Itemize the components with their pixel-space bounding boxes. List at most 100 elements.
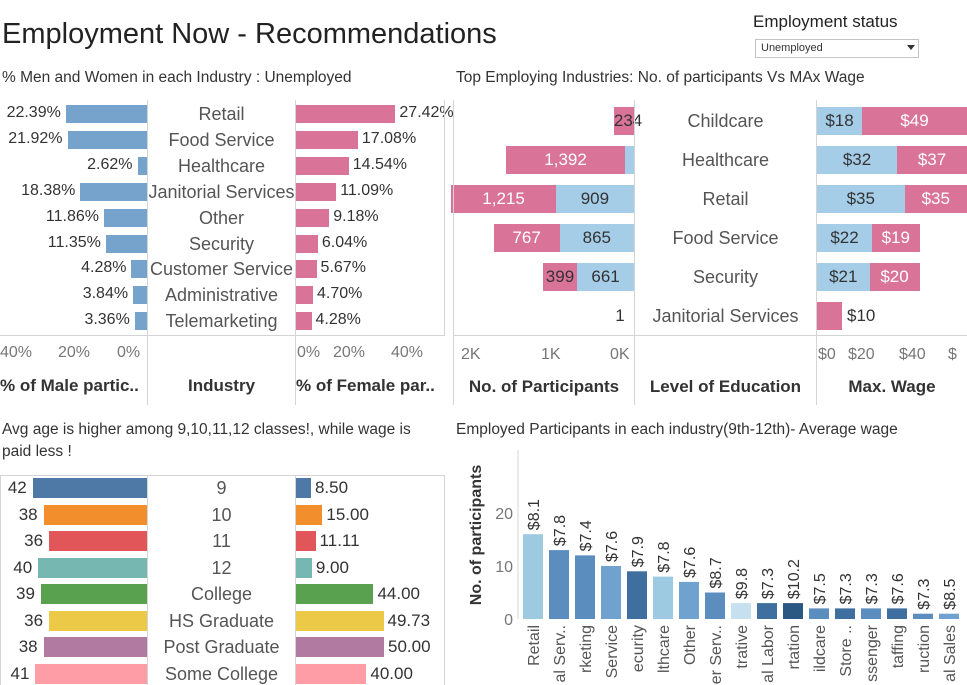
education-label: Healthcare [681, 150, 770, 170]
male-axis-tick: 0% [117, 344, 141, 361]
participants-column [861, 608, 881, 619]
industry-category-label: Retail [526, 625, 543, 666]
male-bar [80, 182, 147, 201]
participants-column [731, 603, 751, 619]
wage-bar-dark [872, 224, 920, 252]
wage-bar [296, 557, 312, 578]
wage-value-label: $7.8 [656, 541, 673, 572]
participants-value-label: 1,392 [544, 150, 587, 169]
wage-value-label: $7.3 [864, 573, 881, 604]
female-value-label: 27.42% [399, 104, 454, 121]
participants-value-label: 909 [580, 189, 610, 208]
industry-category-label: ssenger [864, 624, 881, 682]
male-bar [131, 260, 147, 279]
wage-value-label: $7.3 [838, 573, 855, 604]
wage-value-label: 8.50 [314, 478, 349, 497]
wage-bar-light [817, 224, 872, 252]
education-label: HS Graduate [168, 610, 275, 631]
wage-value-label: $20 [880, 267, 909, 286]
male-value-label: 22.39% [6, 104, 61, 121]
wage-value-label: $35 [846, 189, 875, 208]
age-bar [38, 557, 147, 578]
age-value-label: 36 [24, 610, 44, 630]
industry-label: Customer Service [149, 259, 294, 280]
wage-bar-light [817, 263, 870, 291]
participants-axis-tick: 1K [541, 346, 561, 363]
age-value-label: 36 [24, 531, 44, 550]
wage-bar-light [817, 185, 905, 213]
wage-bar-light [817, 107, 862, 135]
education-label: Food Service [672, 228, 779, 248]
wage-value-label: $35 [921, 189, 950, 208]
industry-label: Administrative [164, 285, 279, 306]
wage-value-label: $10 [847, 306, 876, 325]
age-bar [43, 637, 147, 657]
education-label: 12 [211, 557, 232, 578]
education-label: Childcare [687, 111, 764, 131]
wage-value-label: $32 [842, 150, 872, 169]
age-value-label: 38 [18, 637, 38, 656]
wage-bar-dark [904, 185, 967, 213]
male-axis-tick: 20% [58, 344, 91, 361]
male-value-label: 3.36% [84, 311, 130, 329]
wage-bar-dark [869, 263, 920, 291]
participants-column [679, 581, 699, 619]
wage-value-label: 15.00 [326, 504, 369, 524]
education-axis-title: Level of Education [649, 377, 802, 396]
industry-category-label: rketing [578, 625, 595, 673]
male-value-label: 18.38% [21, 181, 76, 199]
male-bar [67, 130, 147, 149]
age-value-label: 39 [15, 584, 35, 603]
employment-status-select[interactable]: Unemployed [755, 39, 919, 58]
participants-axis-tick: 0K [610, 346, 630, 363]
wage-value-label: $10.2 [786, 559, 803, 599]
participants-column [913, 613, 933, 619]
wage-bar [296, 504, 323, 525]
female-value-label: 5.67% [320, 259, 366, 277]
industry-label: Food Service [168, 129, 275, 150]
wage-value-label: 50.00 [388, 637, 431, 656]
male-value-label: 11.35% [47, 233, 101, 251]
wage-axis-tick: $0 [818, 346, 836, 363]
industry-category-label: rtation [786, 625, 803, 669]
wage-value-label: $7.6 [604, 531, 621, 562]
male-axis-title: % of Male partic.. [0, 376, 139, 395]
wage-value-label: $7.9 [630, 536, 647, 567]
wage-value-label: $18 [825, 111, 854, 130]
wage-bar-dark [817, 302, 842, 330]
panel3-title: Avg age is higher among 9,10,11,12 class… [2, 421, 411, 460]
education-label: Post Graduate [163, 637, 280, 657]
male-value-label: 21.92% [8, 129, 63, 147]
industry-category-label: ildcare [812, 625, 829, 672]
participants-column [653, 576, 673, 619]
industry-category-label: al Serv.. [552, 625, 569, 683]
education-label: Security [692, 267, 759, 287]
age-bar [35, 663, 147, 684]
age-bar [43, 504, 147, 525]
y-axis-title: No. of participants [468, 465, 485, 606]
participants-bar-light [625, 146, 634, 174]
chevron-down-icon[interactable] [907, 45, 915, 50]
industry-category-label: al Labor [760, 624, 777, 682]
industry-category-label: trative [734, 625, 751, 669]
wage-bar [296, 663, 367, 684]
participants-axis-title: No. of Participants [468, 377, 620, 396]
wage-value-label: $9.8 [734, 568, 751, 599]
wage-value-label: $7.3 [760, 568, 777, 599]
wage-value-label: $37 [917, 150, 947, 169]
participants-value-label: 661 [591, 267, 620, 286]
industry-category-label: ruction [916, 625, 933, 673]
participants-bar-dark [493, 224, 560, 252]
wage-bar [296, 637, 384, 657]
male-value-label: 3.84% [82, 285, 129, 303]
industry-category-label: al Sales [942, 625, 959, 682]
participants-bar-light [559, 224, 634, 252]
female-bar [296, 105, 396, 123]
female-bar [296, 182, 337, 201]
industry-category-label: taffing [890, 625, 907, 668]
wage-value-label: 9.00 [315, 557, 349, 577]
female-bar [296, 286, 314, 305]
industry-label: Janitorial Services [148, 181, 295, 202]
wage-value-label: $7.4 [578, 520, 595, 551]
industry-label: Healthcare [177, 155, 266, 176]
